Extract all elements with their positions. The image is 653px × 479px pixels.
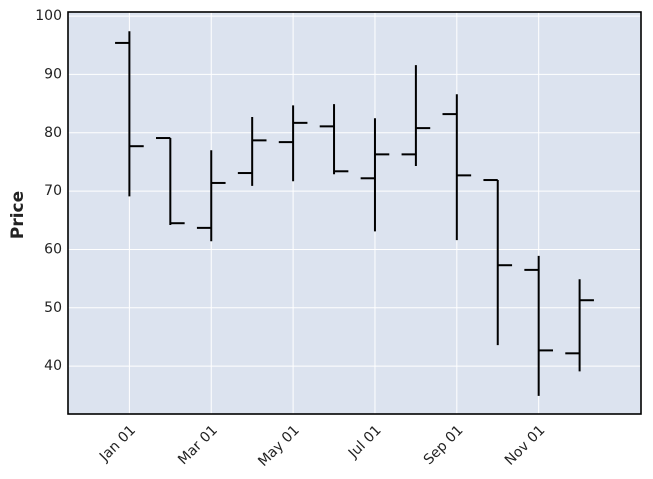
y-tick-label: 60 xyxy=(44,241,62,257)
y-tick-label: 90 xyxy=(44,66,62,82)
y-axis-label: Price xyxy=(8,191,28,239)
y-tick-label: 50 xyxy=(44,300,62,316)
y-tick-label: 40 xyxy=(44,358,62,374)
y-tick-label: 100 xyxy=(35,8,62,24)
x-tick-label: Nov 01 xyxy=(502,422,548,468)
plot-area xyxy=(68,12,641,414)
x-tick-label: Jan 01 xyxy=(96,422,139,465)
x-tick-label: Sep 01 xyxy=(421,422,467,468)
frame xyxy=(67,11,642,415)
x-tick-label: Mar 01 xyxy=(175,422,221,468)
y-tick-label: 70 xyxy=(44,183,62,199)
y-tick-label: 80 xyxy=(44,125,62,141)
x-tick-label: Jul 01 xyxy=(345,422,385,462)
layer xyxy=(68,12,641,414)
x-tick-label: May 01 xyxy=(255,422,303,470)
